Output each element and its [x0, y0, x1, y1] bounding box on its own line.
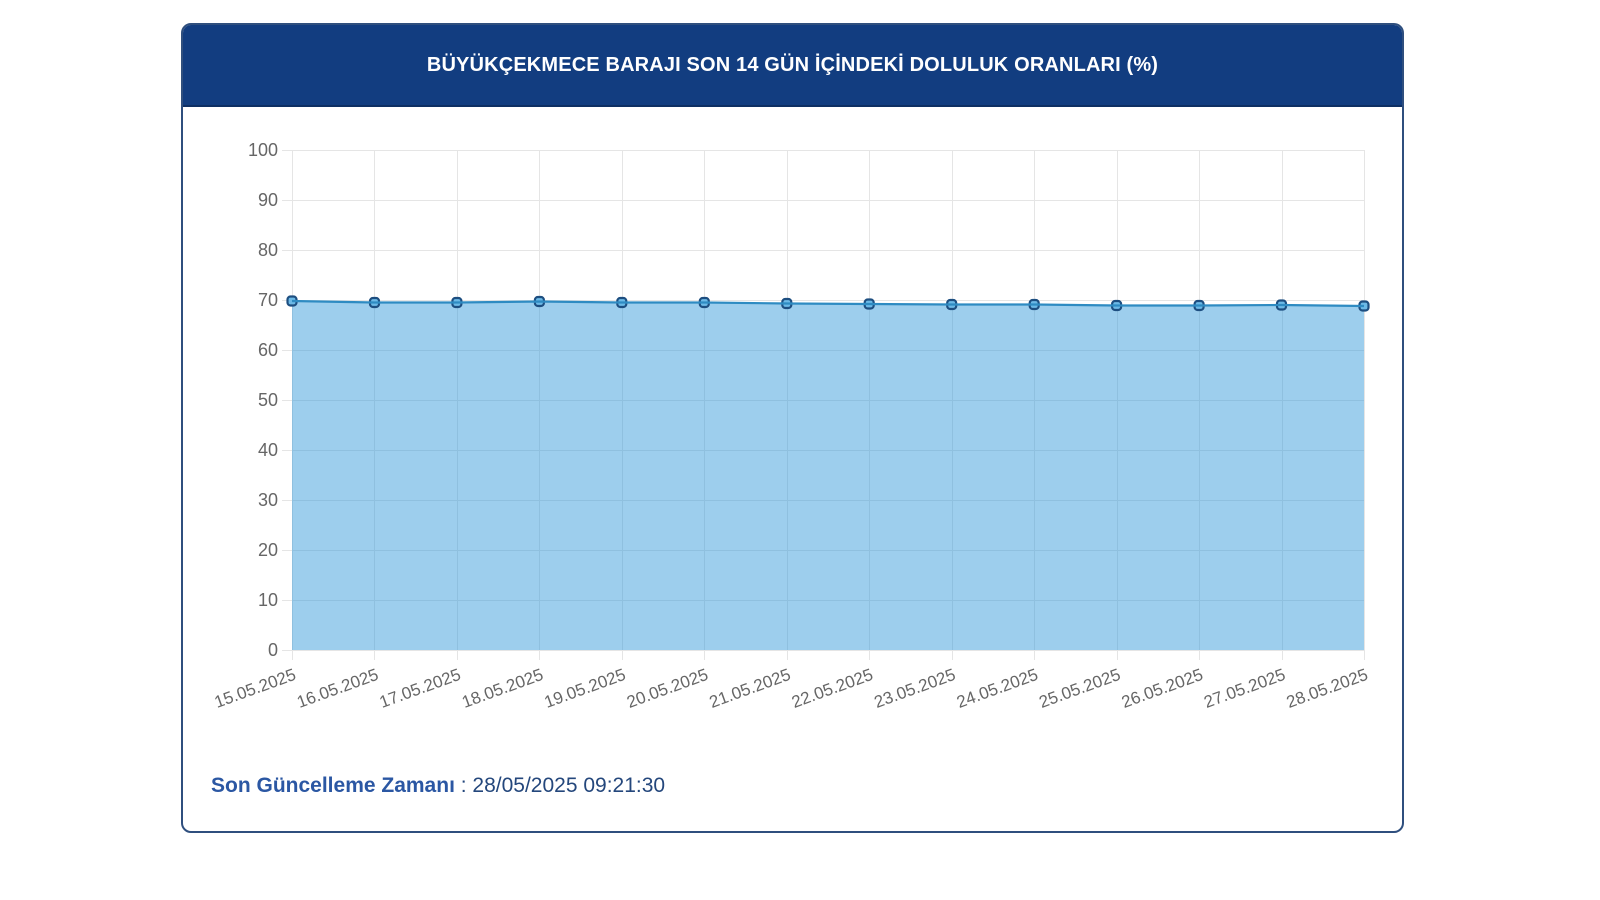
- svg-text:16.05.2025: 16.05.2025: [294, 665, 380, 712]
- svg-text:80: 80: [258, 240, 278, 260]
- svg-text:25.05.2025: 25.05.2025: [1037, 665, 1123, 712]
- svg-text:60: 60: [258, 340, 278, 360]
- svg-text:27.05.2025: 27.05.2025: [1201, 665, 1287, 712]
- svg-text:50: 50: [258, 390, 278, 410]
- svg-text:0: 0: [268, 640, 278, 660]
- svg-text:20: 20: [258, 540, 278, 560]
- svg-text:28.05.2025: 28.05.2025: [1284, 665, 1370, 712]
- svg-text:90: 90: [258, 190, 278, 210]
- svg-text:18.05.2025: 18.05.2025: [459, 665, 545, 712]
- svg-text:22.05.2025: 22.05.2025: [789, 665, 875, 712]
- svg-text:100: 100: [248, 140, 278, 160]
- svg-text:15.05.2025: 15.05.2025: [212, 665, 298, 712]
- svg-text:20.05.2025: 20.05.2025: [624, 665, 710, 712]
- svg-text:19.05.2025: 19.05.2025: [542, 665, 628, 712]
- svg-text:24.05.2025: 24.05.2025: [954, 665, 1040, 712]
- svg-text:21.05.2025: 21.05.2025: [707, 665, 793, 712]
- svg-text:23.05.2025: 23.05.2025: [872, 665, 958, 712]
- svg-text:17.05.2025: 17.05.2025: [377, 665, 463, 712]
- svg-text:30: 30: [258, 490, 278, 510]
- svg-text:26.05.2025: 26.05.2025: [1119, 665, 1205, 712]
- svg-text:70: 70: [258, 290, 278, 310]
- svg-text:10: 10: [258, 590, 278, 610]
- svg-text:40: 40: [258, 440, 278, 460]
